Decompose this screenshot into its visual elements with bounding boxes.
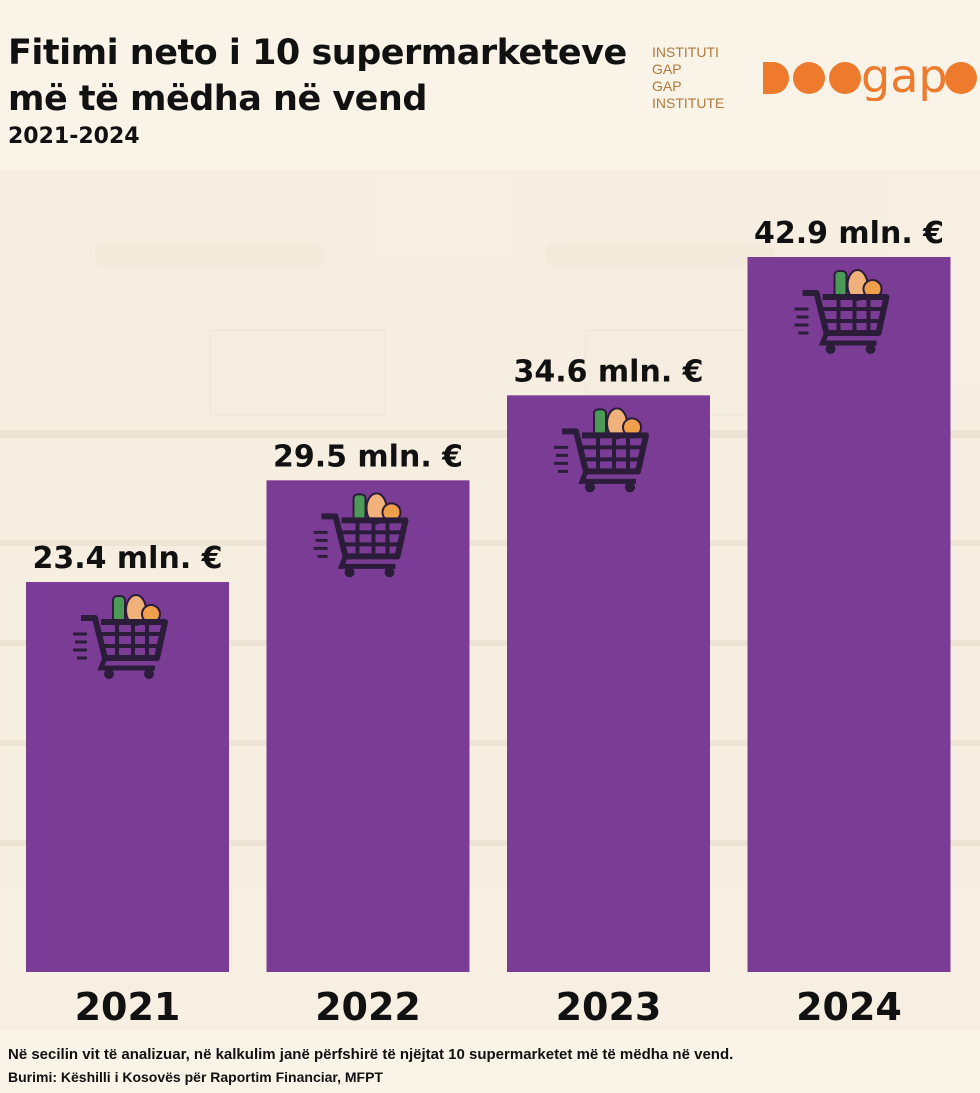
chart-footer: Në secilin vit të analizuar, në kalkulim…	[8, 1046, 733, 1085]
bar-2024	[747, 257, 951, 972]
data-label: 29.5 mln. €	[273, 439, 463, 474]
title-line-2: më të mëdha në vend	[8, 79, 427, 119]
data-label: 23.4 mln. €	[32, 541, 222, 576]
data-label: 34.6 mln. €	[513, 354, 703, 389]
shopping-cart-icon	[73, 594, 168, 679]
chart-subtitle: 2021-2024	[8, 124, 140, 149]
x-tick-label: 2021	[75, 985, 181, 1029]
x-tick-label: 2022	[315, 985, 421, 1029]
shopping-cart-icon	[794, 269, 890, 354]
x-tick-label: 2023	[556, 985, 662, 1029]
shopping-cart-icon	[313, 492, 409, 578]
bar-2021	[26, 582, 229, 972]
chart-title: Fitimi neto i 10 supermarketeve më të më…	[8, 30, 627, 122]
logo-text: INSTITUTI GAP GAP INSTITUTE	[652, 44, 751, 112]
logo-line-2: GAP INSTITUTE	[652, 78, 725, 111]
bar-2022	[266, 480, 470, 972]
shopping-cart-icon	[554, 407, 649, 493]
gap-logo-mark: gap	[762, 56, 977, 101]
x-tick-label: 2024	[796, 985, 902, 1029]
data-label: 42.9 mln. €	[754, 216, 944, 251]
source-note: Burimi: Këshilli i Kosovës për Raportim …	[8, 1069, 383, 1085]
title-line-1: Fitimi neto i 10 supermarketeve	[8, 33, 627, 73]
gap-institute-logo: INSTITUTI GAP GAP INSTITUTE gap	[652, 44, 980, 112]
svg-text:gap: gap	[861, 56, 948, 101]
logo-line-1: INSTITUTI GAP	[652, 44, 719, 77]
bar-2023	[507, 395, 710, 972]
footnote: Në secilin vit të analizuar, në kalkulim…	[8, 1046, 734, 1063]
